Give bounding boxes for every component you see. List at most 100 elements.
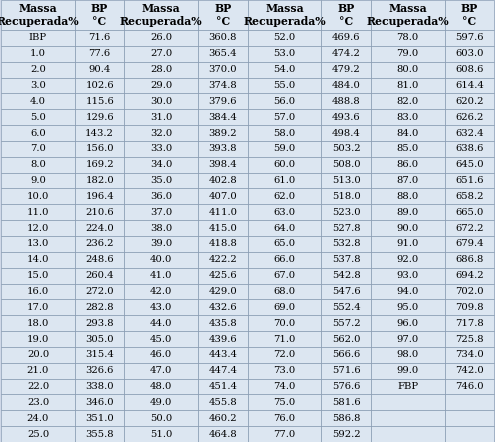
Text: BP
°C: BP °C (461, 4, 478, 27)
Text: 479.2: 479.2 (332, 65, 360, 74)
Bar (248, 268, 321, 284)
Bar (321, 252, 371, 268)
Text: FBP: FBP (397, 382, 418, 391)
Text: 89.0: 89.0 (396, 208, 419, 217)
Text: 90.0: 90.0 (396, 224, 419, 232)
Text: 451.4: 451.4 (208, 382, 237, 391)
Text: 33.0: 33.0 (150, 145, 172, 153)
Bar (371, 426, 445, 442)
Bar (75, 109, 124, 125)
Bar (371, 141, 445, 157)
Bar (124, 109, 198, 125)
Text: 12.0: 12.0 (27, 224, 49, 232)
Text: IBP: IBP (29, 34, 47, 42)
Text: 21.0: 21.0 (27, 366, 49, 375)
Bar (371, 236, 445, 252)
Bar (321, 347, 371, 363)
Bar (124, 410, 198, 426)
Bar (445, 204, 494, 220)
Text: 39.0: 39.0 (150, 240, 172, 248)
Bar (75, 268, 124, 284)
Bar (1, 204, 75, 220)
Text: 66.0: 66.0 (273, 255, 296, 264)
Text: 71.6: 71.6 (89, 34, 111, 42)
Bar (75, 220, 124, 236)
Text: 77.0: 77.0 (273, 430, 296, 438)
Bar (248, 46, 321, 62)
Bar (248, 315, 321, 331)
Bar (248, 284, 321, 299)
Bar (1, 299, 75, 315)
Bar (371, 46, 445, 62)
Bar (75, 252, 124, 268)
Text: 24.0: 24.0 (27, 414, 49, 423)
Bar (321, 0, 371, 30)
Bar (124, 173, 198, 188)
Bar (445, 268, 494, 284)
Bar (124, 0, 198, 30)
Bar (248, 426, 321, 442)
Bar (445, 315, 494, 331)
Text: 7.0: 7.0 (30, 145, 46, 153)
Bar (1, 93, 75, 109)
Text: 71.0: 71.0 (273, 335, 296, 343)
Text: 17.0: 17.0 (27, 303, 49, 312)
Bar (198, 252, 248, 268)
Bar (371, 347, 445, 363)
Text: 70.0: 70.0 (273, 319, 296, 328)
Bar (198, 46, 248, 62)
Text: 6.0: 6.0 (30, 129, 46, 137)
Bar (321, 410, 371, 426)
Bar (371, 188, 445, 204)
Text: 48.0: 48.0 (150, 382, 172, 391)
Text: 18.0: 18.0 (27, 319, 49, 328)
Bar (371, 379, 445, 394)
Bar (445, 410, 494, 426)
Bar (198, 62, 248, 78)
Bar (248, 394, 321, 410)
Bar (75, 236, 124, 252)
Text: 282.8: 282.8 (85, 303, 114, 312)
Bar (248, 410, 321, 426)
Bar (124, 220, 198, 236)
Bar (445, 188, 494, 204)
Text: 351.0: 351.0 (85, 414, 114, 423)
Text: 27.0: 27.0 (150, 50, 172, 58)
Bar (248, 188, 321, 204)
Bar (124, 315, 198, 331)
Bar (75, 78, 124, 93)
Text: 129.6: 129.6 (85, 113, 114, 122)
Bar (75, 62, 124, 78)
Text: 67.0: 67.0 (273, 271, 296, 280)
Bar (321, 426, 371, 442)
Text: 28.0: 28.0 (150, 65, 172, 74)
Text: 143.2: 143.2 (85, 129, 114, 137)
Text: 36.0: 36.0 (150, 192, 172, 201)
Text: 81.0: 81.0 (396, 81, 419, 90)
Text: 742.0: 742.0 (455, 366, 484, 375)
Bar (1, 394, 75, 410)
Bar (75, 299, 124, 315)
Bar (321, 46, 371, 62)
Text: 35.0: 35.0 (150, 176, 172, 185)
Text: 196.4: 196.4 (85, 192, 114, 201)
Text: 402.8: 402.8 (208, 176, 237, 185)
Text: 455.8: 455.8 (208, 398, 237, 407)
Text: 84.0: 84.0 (396, 129, 419, 137)
Bar (371, 157, 445, 173)
Bar (198, 426, 248, 442)
Bar (445, 46, 494, 62)
Bar (198, 284, 248, 299)
Bar (1, 157, 75, 173)
Text: 513.0: 513.0 (332, 176, 360, 185)
Bar (321, 30, 371, 46)
Text: 62.0: 62.0 (273, 192, 296, 201)
Bar (371, 284, 445, 299)
Bar (124, 157, 198, 173)
Bar (198, 173, 248, 188)
Bar (371, 363, 445, 379)
Bar (75, 379, 124, 394)
Text: 97.0: 97.0 (396, 335, 419, 343)
Text: 16.0: 16.0 (27, 287, 49, 296)
Text: 315.4: 315.4 (85, 351, 114, 359)
